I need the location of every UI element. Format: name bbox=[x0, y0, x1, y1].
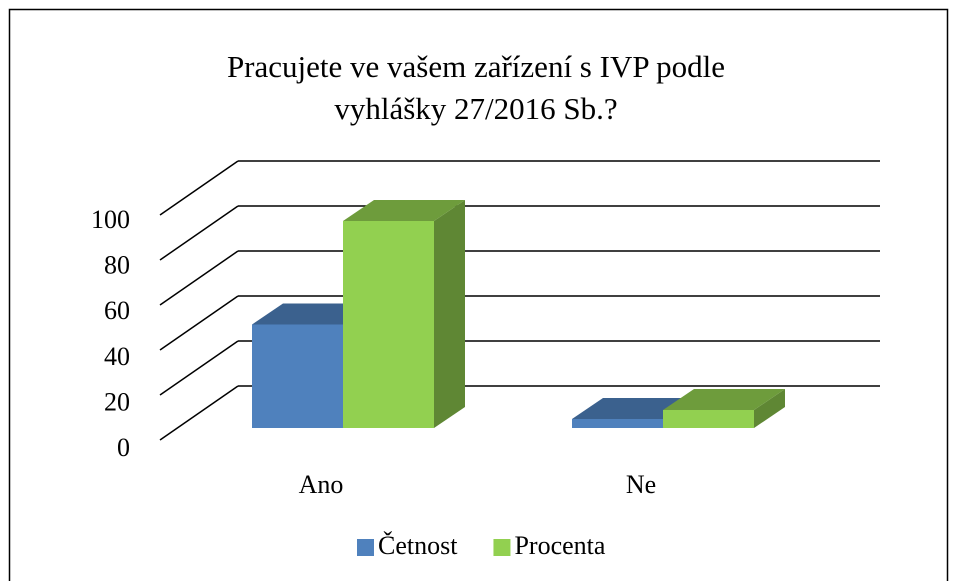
bar-front bbox=[252, 324, 343, 428]
legend-swatch bbox=[357, 539, 374, 556]
legend-label: Četnost bbox=[378, 531, 458, 560]
chart-title: vyhlášky 27/2016 Sb.? bbox=[334, 91, 617, 126]
y-tick-label: 80 bbox=[104, 251, 130, 280]
bar bbox=[663, 389, 785, 428]
bar-top bbox=[663, 389, 785, 410]
bar-front bbox=[343, 221, 434, 428]
bar-top bbox=[343, 200, 465, 221]
y-tick-label: 100 bbox=[91, 205, 130, 234]
grid-line bbox=[159, 340, 239, 396]
bar-side bbox=[754, 389, 785, 428]
x-tick-label: Ne bbox=[626, 470, 656, 499]
bar-front bbox=[663, 410, 754, 428]
bar-front bbox=[572, 419, 663, 428]
legend-label: Procenta bbox=[514, 531, 605, 560]
chart-frame bbox=[8, 8, 949, 581]
grid-line bbox=[159, 295, 239, 351]
grid-line bbox=[159, 160, 239, 216]
legend-swatch bbox=[493, 539, 511, 556]
y-tick-label: 20 bbox=[104, 387, 130, 416]
y-tick-label: 0 bbox=[117, 433, 130, 462]
y-tick-label: 40 bbox=[104, 342, 130, 371]
y-tick-label: 60 bbox=[104, 296, 130, 325]
grid-line bbox=[159, 250, 239, 306]
bar bbox=[343, 200, 465, 428]
chart-title: Pracujete ve vašem zařízení s IVP podle bbox=[227, 49, 725, 84]
grid-line bbox=[159, 385, 239, 441]
x-tick-label: Ano bbox=[299, 470, 344, 499]
grid-line bbox=[159, 205, 239, 261]
bar-side bbox=[434, 200, 465, 428]
